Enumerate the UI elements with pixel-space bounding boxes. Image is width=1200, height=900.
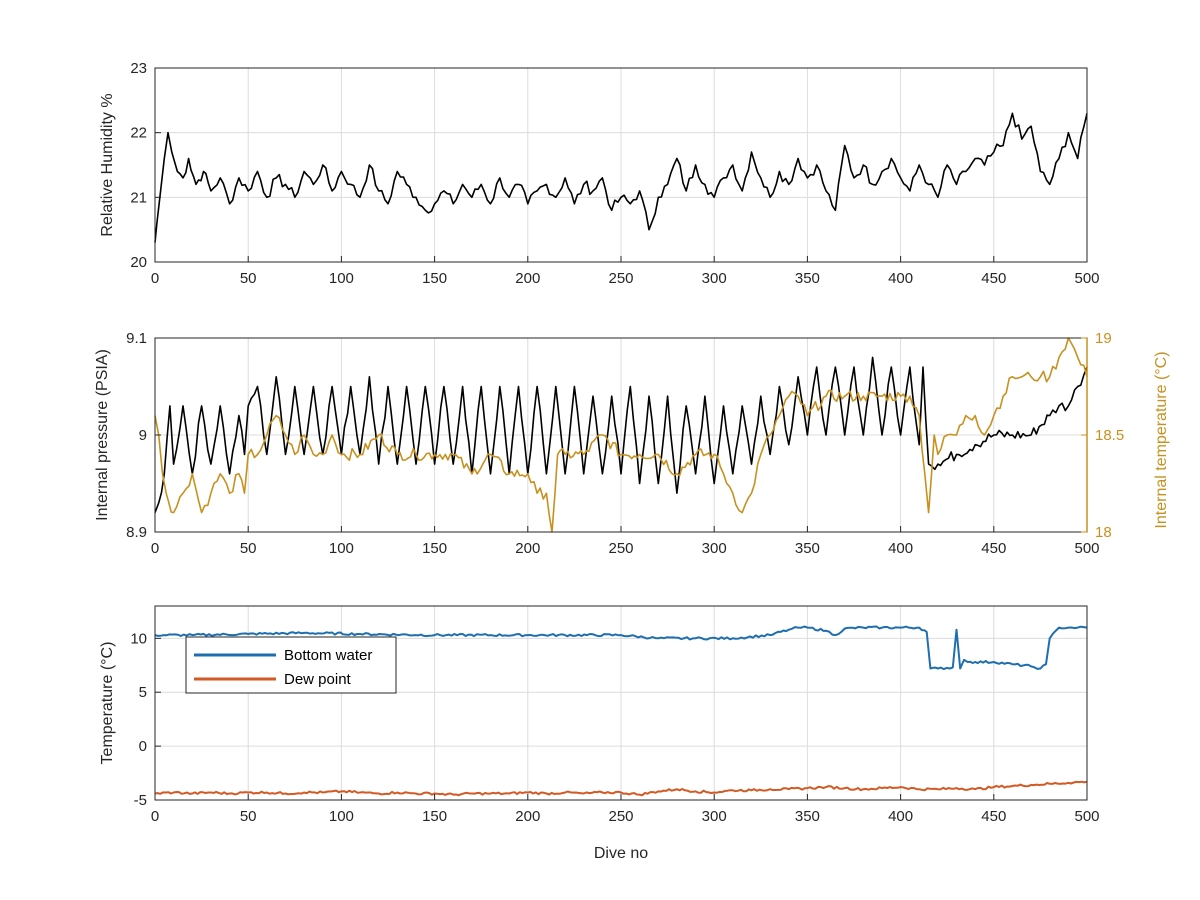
x-tick-label: 200 — [515, 270, 540, 287]
x-tick-label: 100 — [329, 540, 354, 557]
series-line-0-0 — [154, 112, 1088, 243]
y-tick-label: 22 — [130, 125, 147, 142]
x-tick-label: 300 — [702, 270, 727, 287]
x-tick-label: 50 — [240, 808, 257, 825]
y2-tick-label: 18 — [1095, 524, 1112, 541]
x-tick-label: 0 — [151, 540, 159, 557]
x-tick-label: 50 — [240, 270, 257, 287]
legend-label-dew-point: Dew point — [284, 671, 352, 688]
legend-label-bottom-water: Bottom water — [284, 647, 372, 664]
x-tick-label: 150 — [422, 808, 447, 825]
humidity-ylabel: Relative Humidity % — [99, 93, 116, 236]
xlabel-dive-no: Dive no — [594, 845, 648, 862]
y2-tick-label: 18.5 — [1095, 427, 1124, 444]
legend: Bottom water Dew point — [185, 636, 397, 694]
series-line-1-1 — [154, 337, 1088, 533]
x-tick-label: 350 — [795, 270, 820, 287]
x-tick-label: 50 — [240, 540, 257, 557]
x-tick-label: 450 — [981, 270, 1006, 287]
temperature-ylabel: Temperature (°C) — [99, 642, 116, 765]
series-line-2-1 — [154, 780, 1088, 797]
x-tick-label: 400 — [888, 808, 913, 825]
x-tick-label: 500 — [1074, 270, 1099, 287]
x-tick-label: 200 — [515, 540, 540, 557]
y-tick-label: 8.9 — [126, 524, 147, 541]
x-tick-label: 450 — [981, 540, 1006, 557]
y-tick-label: -5 — [134, 792, 147, 809]
x-tick-label: 100 — [329, 808, 354, 825]
x-tick-label: 250 — [608, 540, 633, 557]
internal-temperature-ylabel: Internal temperature (°C) — [1153, 351, 1170, 528]
y-tick-label: 0 — [139, 738, 147, 755]
x-tick-label: 200 — [515, 808, 540, 825]
x-tick-label: 400 — [888, 540, 913, 557]
pressure-temperature-panel: 0 50 100 150 200 250 300 350 400 450 500 8.9 9 9.1 18 1… — [94, 330, 1170, 557]
y-tick-label: 23 — [130, 60, 147, 77]
x-tick-label: 500 — [1074, 540, 1099, 557]
x-tick-label: 250 — [608, 808, 633, 825]
x-tick-label: 0 — [151, 270, 159, 287]
x-tick-label: 450 — [981, 808, 1006, 825]
x-tick-label: 350 — [795, 808, 820, 825]
x-tick-label: 150 — [422, 540, 447, 557]
y-tick-label: 9.1 — [126, 330, 147, 347]
x-tick-label: 350 — [795, 540, 820, 557]
x-tick-label: 0 — [151, 808, 159, 825]
humidity-panel: 0 50 100 150 200 250 300 350 400 450 500 20 21 22 23 R… — [99, 60, 1100, 287]
y-tick-label: 10 — [130, 630, 147, 647]
x-tick-label: 300 — [702, 540, 727, 557]
x-tick-label: 150 — [422, 270, 447, 287]
series-line-1-0 — [154, 356, 1088, 513]
pressure-ylabel: Internal pressure (PSIA) — [94, 349, 111, 521]
legend-box — [185, 636, 397, 694]
x-tick-label: 400 — [888, 270, 913, 287]
series-line-2-0 — [154, 625, 1088, 671]
y-tick-label: 5 — [139, 684, 147, 701]
x-tick-label: 500 — [1074, 808, 1099, 825]
y-tick-label: 20 — [130, 254, 147, 271]
x-tick-label: 250 — [608, 270, 633, 287]
x-tick-label: 300 — [702, 808, 727, 825]
y2-tick-label: 19 — [1095, 330, 1112, 347]
y-tick-label: 21 — [130, 189, 147, 206]
x-tick-label: 100 — [329, 270, 354, 287]
y-tick-label: 9 — [139, 427, 147, 444]
